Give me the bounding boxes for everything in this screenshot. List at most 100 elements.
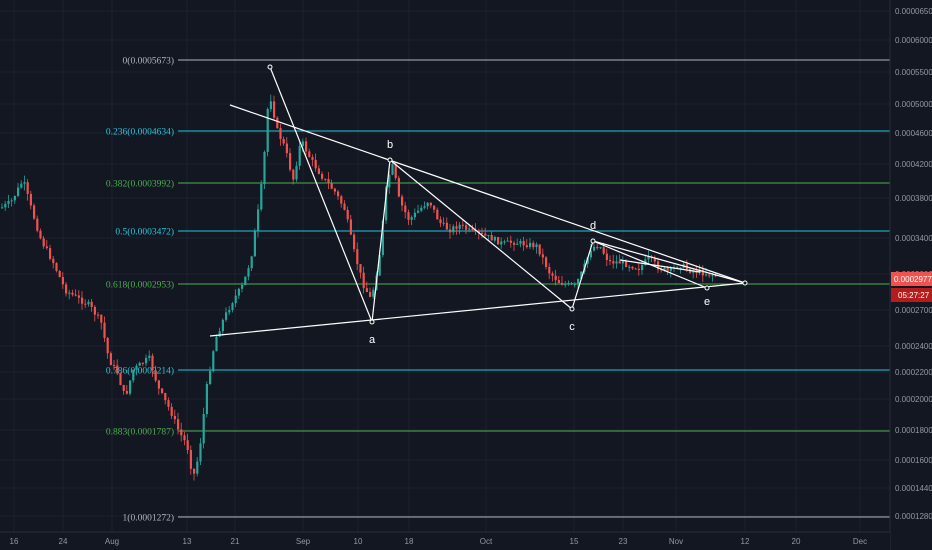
trend-line[interactable] bbox=[389, 159, 573, 310]
candle-body bbox=[346, 209, 349, 220]
candle-body bbox=[701, 269, 704, 276]
candle-body bbox=[17, 187, 20, 196]
candle-body bbox=[215, 336, 218, 352]
candle-body bbox=[484, 233, 487, 236]
fib-label: 0.5(0.0003472) bbox=[115, 227, 174, 238]
trend-line[interactable] bbox=[269, 66, 373, 323]
candle-body bbox=[647, 256, 650, 260]
candle-body bbox=[362, 272, 365, 289]
candle-body bbox=[154, 370, 157, 381]
candle-body bbox=[442, 222, 445, 224]
candle-body bbox=[596, 246, 599, 249]
wave-drawings[interactable]: a b c d e bbox=[209, 64, 748, 346]
fib-label: 0(0.0005673) bbox=[123, 56, 174, 67]
trend-line[interactable] bbox=[619, 259, 701, 273]
x-tick-label: 23 bbox=[619, 537, 628, 546]
candle-body bbox=[337, 191, 340, 197]
candle-body bbox=[340, 196, 343, 204]
candle-body bbox=[359, 264, 362, 273]
candle-body bbox=[503, 241, 506, 243]
candle-body bbox=[170, 406, 173, 416]
trend-line[interactable] bbox=[592, 240, 746, 284]
wave-point[interactable] bbox=[590, 238, 596, 244]
candle-body bbox=[234, 295, 237, 304]
candle-body bbox=[289, 153, 292, 170]
candle-body bbox=[263, 151, 266, 185]
trend-line[interactable] bbox=[229, 104, 746, 284]
candle-body bbox=[10, 200, 13, 202]
countdown-badge bbox=[891, 288, 932, 302]
wave-point[interactable] bbox=[369, 319, 375, 325]
candle-body bbox=[285, 143, 288, 154]
candle-body bbox=[145, 357, 148, 364]
fib-label: 1(0.0001272) bbox=[123, 513, 174, 524]
candle-body bbox=[423, 206, 426, 208]
trend-line[interactable] bbox=[371, 159, 391, 323]
candle-body bbox=[612, 261, 615, 264]
candle-body bbox=[202, 413, 205, 444]
candle-body bbox=[189, 450, 192, 469]
x-tick-label: Sep bbox=[296, 537, 311, 546]
candle-body bbox=[199, 443, 202, 462]
fibonacci-levels[interactable]: 0(0.0005673) 0.236(0.0004634) 0.382(0.0003… bbox=[106, 56, 890, 524]
candle-body bbox=[173, 415, 176, 420]
candle-body bbox=[705, 274, 708, 276]
candle-body bbox=[305, 141, 308, 152]
candle-body bbox=[426, 202, 429, 207]
candle-body bbox=[317, 168, 320, 174]
x-tick-label: Nov bbox=[669, 537, 683, 546]
candle-body bbox=[61, 277, 64, 285]
wave-point[interactable] bbox=[704, 285, 710, 291]
wave-point[interactable] bbox=[569, 306, 575, 312]
candle-body bbox=[321, 173, 324, 179]
wave-point[interactable] bbox=[742, 280, 748, 286]
candle-body bbox=[301, 141, 304, 147]
candle-body bbox=[292, 169, 295, 180]
candle-body bbox=[314, 159, 317, 169]
y-tick-label: 0.0001440 bbox=[895, 484, 932, 493]
candle-body bbox=[180, 429, 183, 436]
time-axis[interactable]: 16 24 Aug 13 21 Sep 10 18 Oct 15 23 Nov 12 20 Dec bbox=[0, 531, 890, 550]
candle-body bbox=[545, 257, 548, 268]
y-tick-label: 0.0001600 bbox=[895, 456, 932, 465]
candle-body bbox=[468, 228, 471, 230]
candle-body bbox=[77, 295, 80, 298]
candle-body bbox=[4, 203, 7, 208]
candle-body bbox=[282, 138, 285, 144]
candle-body bbox=[138, 362, 141, 366]
x-tick-label: Aug bbox=[105, 537, 119, 546]
candle-body bbox=[113, 365, 116, 367]
candle-body bbox=[109, 353, 112, 366]
fib-label: 0.382(0.0003992) bbox=[106, 179, 174, 190]
candle-body bbox=[237, 288, 240, 296]
wave-point[interactable] bbox=[387, 157, 393, 163]
candle-body bbox=[74, 294, 77, 296]
candle-body bbox=[516, 243, 519, 245]
trend-line[interactable] bbox=[209, 282, 746, 337]
wave-label-e: e bbox=[704, 296, 710, 308]
candle-body bbox=[365, 288, 368, 293]
candle-body bbox=[679, 267, 682, 269]
candle-body bbox=[554, 275, 557, 281]
candle-body bbox=[487, 235, 490, 237]
grid bbox=[0, 0, 890, 532]
wave-point[interactable] bbox=[267, 64, 273, 70]
candle-body bbox=[519, 241, 522, 244]
candle-body bbox=[538, 244, 541, 255]
candle-body bbox=[148, 355, 151, 358]
candle-body bbox=[29, 193, 32, 206]
candle-body bbox=[605, 253, 608, 260]
candle-body bbox=[247, 268, 250, 277]
candle-body bbox=[586, 257, 589, 264]
x-tick-label: 10 bbox=[354, 537, 363, 546]
candle-body bbox=[106, 337, 109, 354]
candle-body bbox=[177, 419, 180, 430]
trend-line[interactable] bbox=[571, 240, 594, 310]
candle-body bbox=[253, 231, 256, 257]
x-tick-label: 24 bbox=[59, 537, 68, 546]
candle-body bbox=[529, 242, 532, 248]
candle-body bbox=[266, 109, 269, 152]
